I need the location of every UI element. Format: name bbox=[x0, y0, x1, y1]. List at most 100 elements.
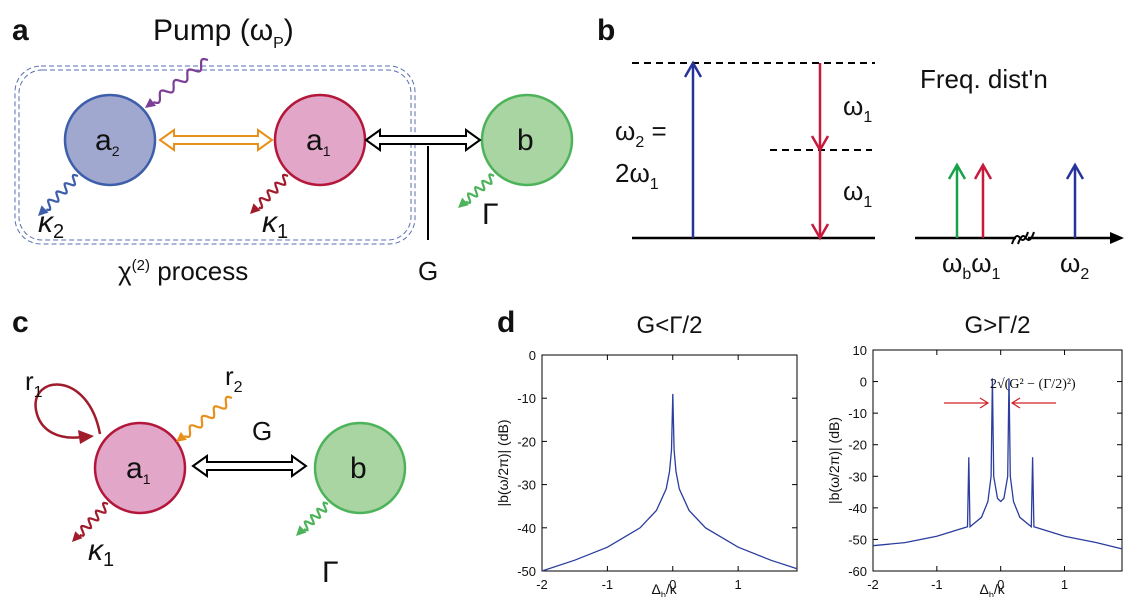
process-box bbox=[14, 65, 416, 245]
freq-label: ωbω1 bbox=[942, 248, 1001, 283]
pump-label: Pump (ωP) bbox=[153, 14, 294, 52]
subscript: 1 bbox=[863, 194, 872, 211]
text: Δ bbox=[980, 581, 989, 597]
subscript: 2 bbox=[635, 134, 644, 151]
subscript: 2 bbox=[112, 143, 120, 159]
wavy-line bbox=[183, 395, 233, 438]
arrowhead bbox=[250, 203, 261, 214]
wavy-line bbox=[303, 501, 329, 532]
text: 2ω bbox=[615, 158, 650, 188]
arrowhead bbox=[683, 60, 703, 78]
text: a bbox=[306, 124, 323, 157]
y-tick-label: 0 bbox=[529, 348, 536, 363]
self-loop bbox=[34, 383, 102, 439]
process-box bbox=[18, 69, 412, 241]
panel-label: c bbox=[12, 306, 29, 339]
subscript: 1 bbox=[323, 143, 331, 159]
energy-label: ω2 = bbox=[615, 116, 667, 151]
text: a bbox=[95, 124, 112, 157]
freq-title: Freq. dist'n bbox=[920, 64, 1048, 94]
panel-label: b bbox=[597, 14, 615, 47]
x-tick-label: -1 bbox=[931, 577, 943, 592]
node-label: a1 bbox=[306, 124, 331, 159]
y-tick-label: -50 bbox=[848, 532, 867, 547]
process-label: χ(2) process bbox=[118, 256, 248, 286]
arrowhead bbox=[947, 162, 967, 180]
decay-label: Γ bbox=[482, 198, 499, 231]
chart-title: G>Γ/2 bbox=[965, 312, 1031, 339]
y-axis-label: |b(ω/2π)| (dB) bbox=[826, 417, 842, 504]
y-axis-label: |b(ω/2π)| (dB) bbox=[495, 420, 511, 507]
arrowhead bbox=[296, 525, 307, 536]
arrowhead bbox=[1010, 397, 1021, 409]
data-line bbox=[872, 378, 1123, 550]
x-tick-label: -1 bbox=[602, 577, 614, 592]
arrowhead bbox=[973, 162, 993, 180]
text: a bbox=[126, 452, 143, 485]
subscript: 1 bbox=[992, 266, 1001, 283]
axis-arrowhead bbox=[1110, 232, 1124, 244]
text: χ bbox=[118, 256, 132, 286]
annotation: 2√(G² − (Γ/2)²) bbox=[990, 377, 1076, 392]
y-tick-label: -30 bbox=[848, 469, 867, 484]
x-axis-label: Δb/κ bbox=[652, 581, 678, 597]
double-arrow bbox=[364, 128, 482, 152]
coupling-label: G bbox=[418, 256, 438, 286]
freq-label: ω2 bbox=[1060, 248, 1089, 283]
axis-break bbox=[1011, 231, 1035, 245]
decay-label: Γ bbox=[322, 556, 339, 589]
subscript: b bbox=[661, 590, 666, 597]
decay-label: κ1 bbox=[262, 206, 288, 243]
node-label: b bbox=[517, 124, 534, 157]
text: ) bbox=[284, 14, 294, 47]
mode-b bbox=[480, 93, 574, 187]
text: ω bbox=[843, 176, 863, 206]
text: r bbox=[225, 361, 234, 391]
data-line bbox=[541, 393, 798, 572]
wavy-line bbox=[79, 501, 109, 537]
subscript: 1 bbox=[103, 549, 114, 571]
text: κ bbox=[262, 206, 279, 239]
superscript: (2) bbox=[132, 257, 150, 274]
y-tick-label: 0 bbox=[860, 375, 867, 390]
x-tick-label: -2 bbox=[536, 577, 548, 592]
coupling-label: G bbox=[252, 416, 272, 446]
subscript: 1 bbox=[143, 471, 151, 487]
text: /κ bbox=[994, 581, 1006, 597]
x-axis-label: Δb/κ bbox=[980, 581, 1006, 597]
mode-a2 bbox=[63, 93, 157, 187]
node-label: a1 bbox=[126, 452, 151, 487]
arrowhead bbox=[145, 97, 156, 108]
y-tick-label: -40 bbox=[848, 501, 867, 516]
node-label: b bbox=[350, 452, 367, 485]
y-tick-label: 10 bbox=[853, 343, 867, 358]
subscript: P bbox=[273, 35, 284, 52]
text: /κ bbox=[666, 581, 678, 597]
text: ω bbox=[942, 248, 962, 278]
arrowhead bbox=[38, 205, 49, 216]
node-label: a2 bbox=[95, 124, 120, 159]
text: ω bbox=[1060, 248, 1080, 278]
subscript: 2 bbox=[234, 379, 243, 396]
x-tick-label: 0 bbox=[669, 577, 676, 592]
chart-title: G<Γ/2 bbox=[637, 312, 703, 339]
y-tick-label: -50 bbox=[517, 564, 536, 579]
rate-label: r2 bbox=[225, 361, 243, 396]
y-tick-label: -20 bbox=[517, 434, 536, 449]
energy-label: ω1 bbox=[843, 176, 872, 211]
subscript: 1 bbox=[277, 221, 288, 243]
text: process bbox=[150, 256, 248, 286]
arrowhead bbox=[810, 223, 830, 241]
wavy-line bbox=[46, 173, 79, 211]
arrowhead bbox=[458, 197, 469, 208]
energy-label: 2ω1 bbox=[615, 158, 659, 193]
double-arrow bbox=[158, 128, 274, 152]
subscript: 1 bbox=[650, 176, 659, 193]
wavy-line bbox=[258, 173, 289, 210]
text: Pump (ω bbox=[153, 14, 273, 47]
double-arrow bbox=[191, 454, 308, 478]
y-tick-label: -60 bbox=[848, 564, 867, 579]
plot-frame bbox=[541, 354, 798, 572]
